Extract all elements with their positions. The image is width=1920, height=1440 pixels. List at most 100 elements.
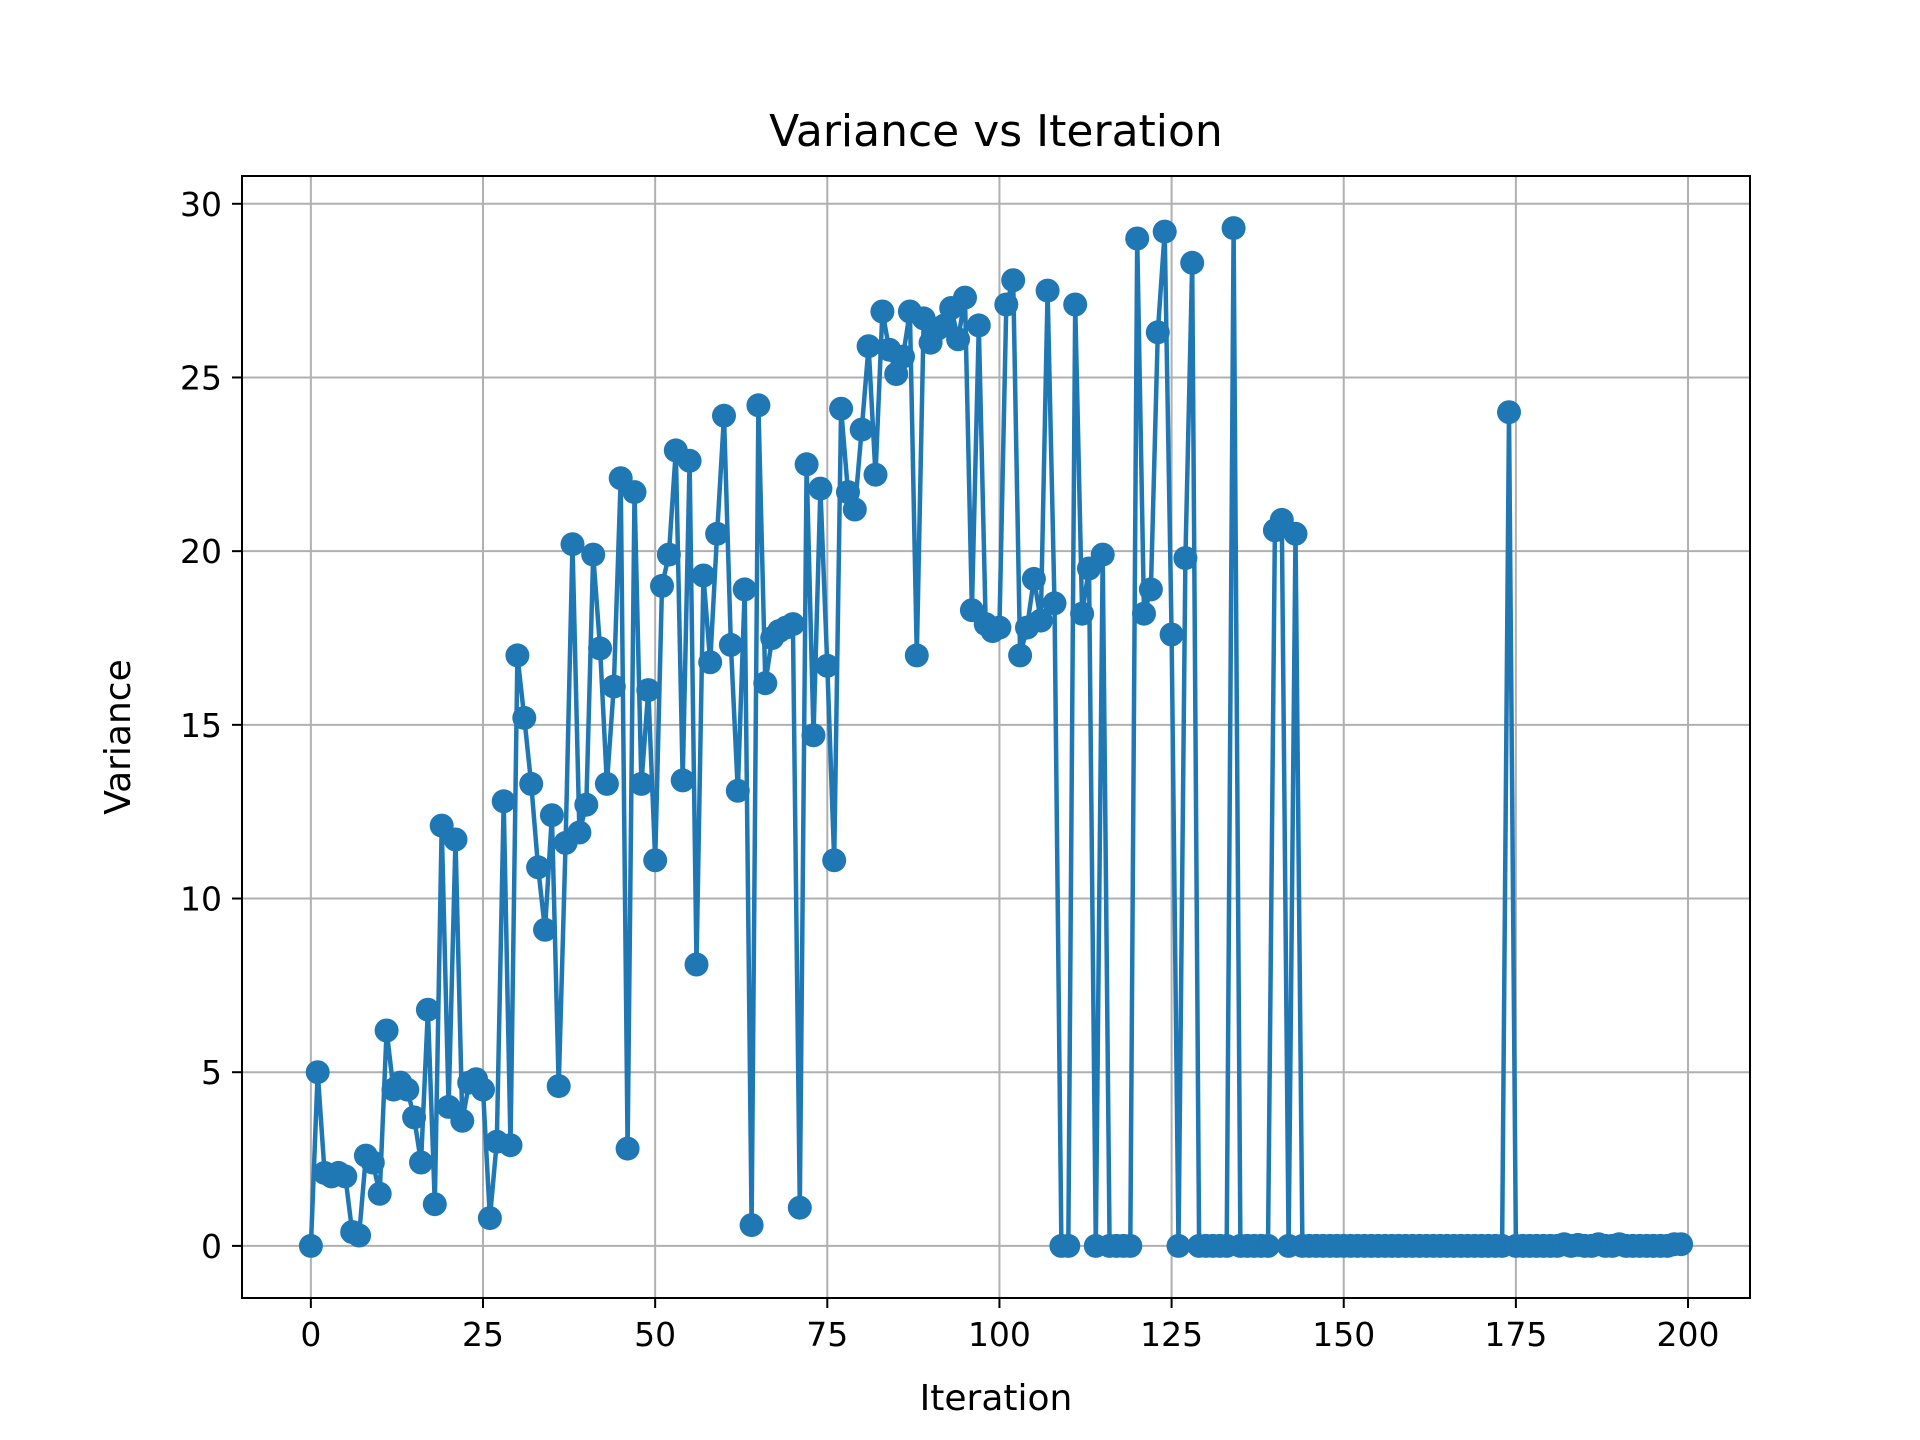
data-point (856, 334, 881, 359)
x-tick-label: 175 (1484, 1315, 1547, 1354)
data-point (415, 997, 440, 1022)
data-point (1497, 400, 1521, 425)
data-point (1008, 643, 1033, 668)
y-tick-label: 5 (201, 1053, 222, 1092)
data-point (753, 671, 778, 696)
data-point (519, 771, 544, 796)
x-tick-label: 0 (300, 1315, 321, 1354)
y-tick-label: 0 (201, 1227, 222, 1266)
data-point (746, 393, 771, 418)
x-tick-label: 25 (462, 1315, 504, 1354)
data-point (615, 1136, 640, 1161)
data-point (891, 344, 915, 369)
data-point (1159, 622, 1184, 647)
data-point (842, 497, 867, 522)
x-tick-label: 150 (1312, 1315, 1375, 1354)
data-point (677, 448, 702, 473)
data-point (601, 674, 626, 699)
data-point (360, 1150, 385, 1175)
data-point (594, 771, 619, 796)
data-point (491, 789, 516, 814)
data-point (801, 723, 826, 748)
data-point (1021, 566, 1046, 591)
data-point (822, 848, 847, 873)
data-point (787, 1195, 812, 1220)
data-point (698, 650, 723, 675)
data-point (471, 1077, 495, 1102)
plot-frame (241, 175, 1751, 1299)
data-point (670, 768, 695, 793)
data-point (725, 778, 750, 803)
data-point (1070, 601, 1095, 626)
data-point (409, 1150, 433, 1175)
x-tick-label: 100 (968, 1315, 1031, 1354)
data-point (987, 615, 1012, 640)
data-point (477, 1206, 502, 1231)
data-point (581, 542, 606, 567)
data-point (1056, 1233, 1081, 1258)
data-point (395, 1077, 420, 1102)
data-point (1256, 1233, 1280, 1258)
series-layer (298, 216, 1694, 1258)
data-point (560, 532, 585, 557)
data-point (1090, 542, 1115, 567)
data-point (794, 452, 819, 477)
data-point (1173, 546, 1198, 571)
data-point (333, 1164, 358, 1189)
data-point (1001, 268, 1026, 293)
data-point (953, 285, 977, 310)
data-point (656, 542, 681, 567)
data-point (374, 1018, 399, 1043)
axis-ticks: 0 25 50 75 100 125 150 175 200 0 5 10 15 20 25 30 (180, 185, 1720, 1354)
data-point (1035, 278, 1060, 303)
data-point (422, 1192, 447, 1217)
data-point (546, 1074, 571, 1099)
x-tick-label: 75 (806, 1315, 848, 1354)
data-point (450, 1108, 475, 1133)
data-point (904, 643, 929, 668)
data-point (622, 480, 647, 505)
data-point (298, 1233, 323, 1258)
data-point (870, 299, 895, 324)
data-point (505, 643, 530, 668)
data-point (1042, 591, 1067, 616)
data-point (574, 792, 599, 817)
data-point (629, 771, 654, 796)
data-point (588, 636, 613, 661)
data-point (1132, 601, 1156, 626)
data-point (347, 1223, 372, 1248)
data-point (780, 612, 805, 637)
data-point (443, 827, 468, 852)
data-point (739, 1213, 764, 1238)
x-axis-label: Iteration (920, 1378, 1073, 1419)
data-point (1166, 1233, 1191, 1258)
data-point (643, 848, 668, 873)
data-point (691, 563, 716, 588)
data-point (829, 396, 854, 421)
data-point (849, 417, 874, 442)
data-point (650, 573, 674, 598)
x-tick-label: 50 (634, 1315, 676, 1354)
data-point (1118, 1233, 1143, 1258)
data-point (402, 1105, 427, 1130)
data-point (732, 577, 757, 602)
data-point (512, 705, 537, 730)
data-point (1283, 521, 1308, 546)
data-point (367, 1181, 392, 1206)
data-point (305, 1060, 330, 1085)
data-point (966, 313, 991, 338)
data-point (539, 803, 564, 828)
y-tick-label: 30 (180, 185, 222, 224)
data-point (526, 855, 551, 880)
y-tick-label: 20 (180, 532, 222, 571)
data-point (712, 403, 736, 428)
data-point (1145, 320, 1170, 345)
data-point (863, 462, 888, 487)
y-tick-label: 15 (180, 706, 222, 745)
data-point (1180, 250, 1205, 275)
data-point (636, 678, 661, 703)
data-point (684, 952, 709, 977)
data-point (1221, 216, 1246, 241)
